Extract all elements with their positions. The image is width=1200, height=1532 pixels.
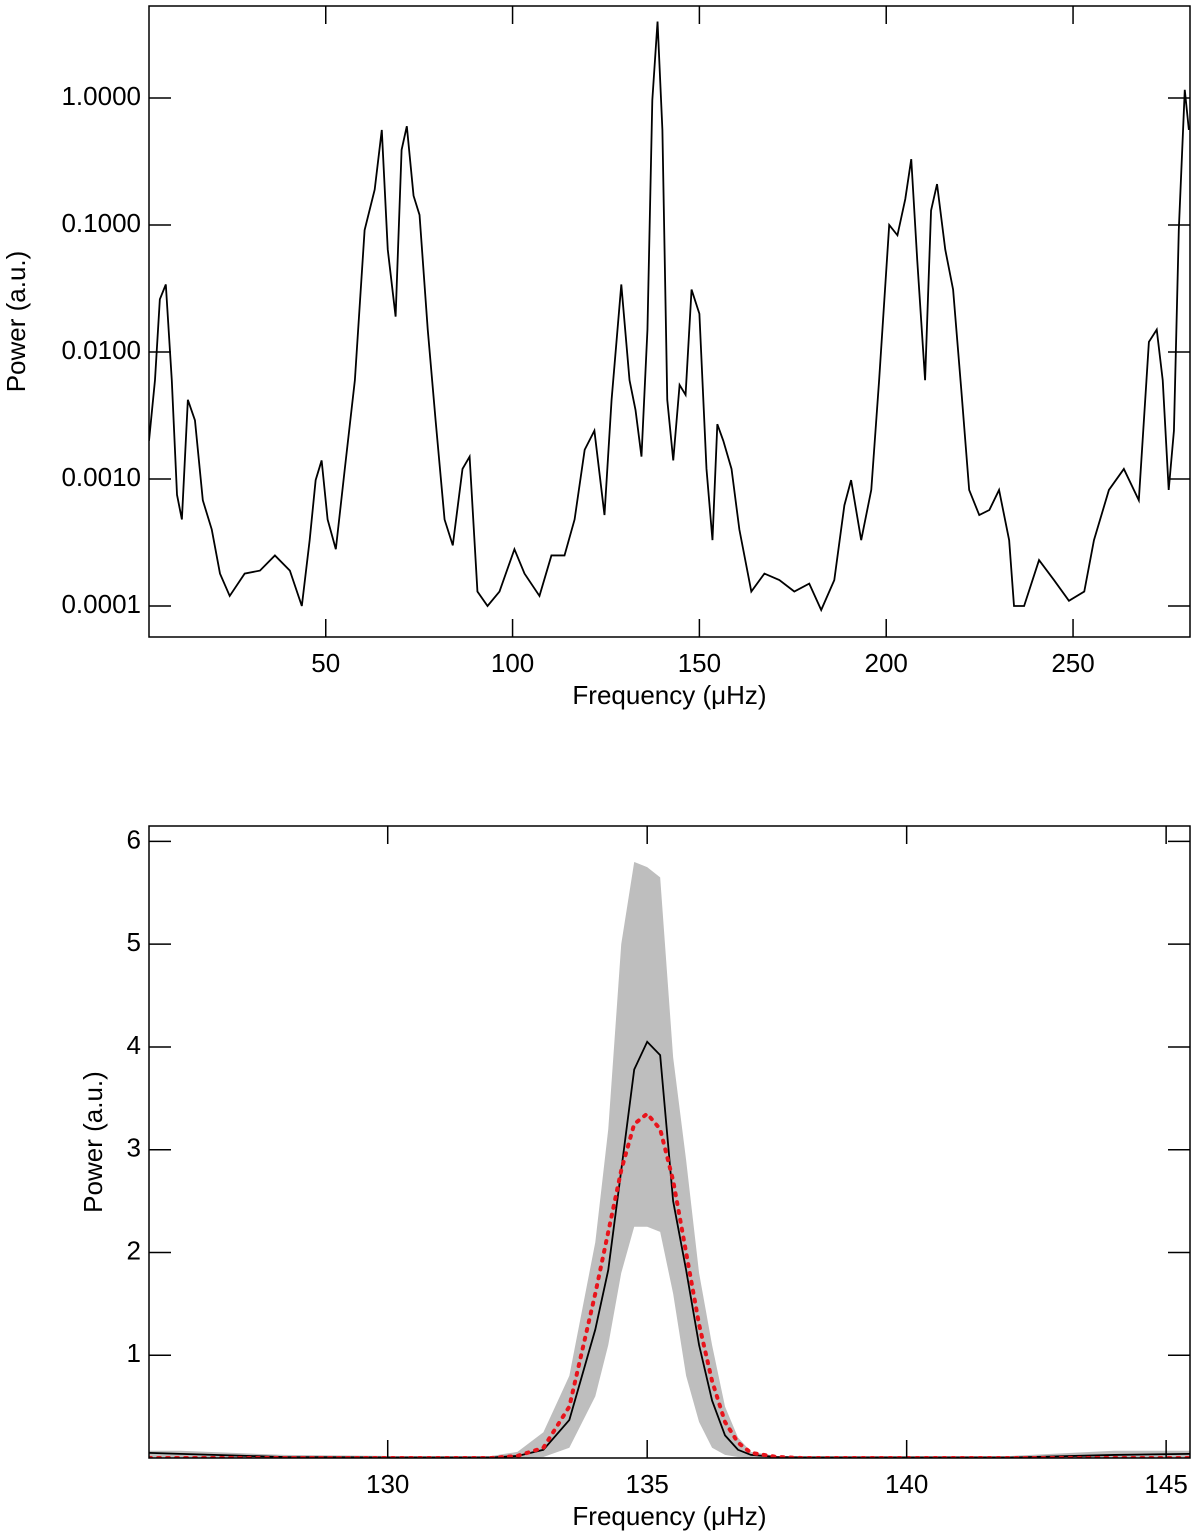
y-tick-label: 1.0000 <box>61 81 141 111</box>
x-tick-label: 145 <box>1144 1469 1187 1499</box>
y-axis-label: Power (a.u.) <box>1 251 31 393</box>
plot-area <box>149 21 1190 613</box>
x-tick-label: 150 <box>678 648 721 678</box>
axes-frame <box>148 825 1191 1459</box>
series-line <box>149 1110 1190 1458</box>
x-tick-label: 130 <box>366 1469 409 1499</box>
y-axis-label: Power (a.u.) <box>78 1071 108 1213</box>
x-axis-label: Frequency (μHz) <box>572 680 766 710</box>
x-axis-label: Frequency (μHz) <box>572 1501 766 1531</box>
y-tick-label: 0.0010 <box>61 462 141 492</box>
plot-area <box>149 861 1190 1458</box>
series-line <box>149 21 1190 613</box>
x-tick-label: 50 <box>311 648 340 678</box>
y-tick-label: 2 <box>127 1235 141 1265</box>
y-tick-label: 5 <box>127 927 141 957</box>
y-tick-label: 0.1000 <box>61 208 141 238</box>
y-tick-label: 3 <box>127 1133 141 1163</box>
x-tick-label: 200 <box>865 648 908 678</box>
axes-frame <box>148 5 1191 638</box>
x-tick-label: 250 <box>1051 648 1094 678</box>
y-tick-label: 6 <box>127 824 141 854</box>
x-tick-label: 100 <box>491 648 534 678</box>
x-tick-label: 135 <box>625 1469 668 1499</box>
y-tick-label: 0.0100 <box>61 335 141 365</box>
x-tick-label: 140 <box>885 1469 928 1499</box>
y-tick-label: 0.0001 <box>61 589 141 619</box>
y-tick-label: 1 <box>127 1338 141 1368</box>
y-tick-label: 4 <box>127 1030 141 1060</box>
